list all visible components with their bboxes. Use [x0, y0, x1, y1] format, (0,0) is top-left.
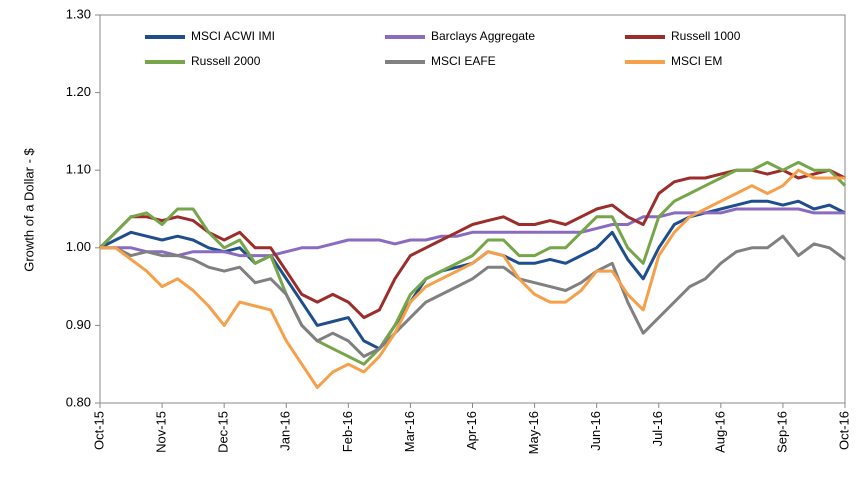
- legend-label: Russell 2000: [191, 54, 261, 68]
- y-tick-label: 1.30: [66, 6, 91, 21]
- series-line: [100, 234, 846, 358]
- series-line: [98, 168, 846, 320]
- legend-label: MSCI ACWI IMI: [191, 29, 275, 43]
- y-tick-label: 0.80: [66, 394, 91, 409]
- series-line: [98, 160, 847, 366]
- y-axis-label: Growth of a Dollar - $: [21, 147, 36, 271]
- legend-label: Russell 1000: [671, 29, 741, 43]
- x-tick-label: Jun-16: [588, 411, 603, 451]
- x-tick-label: May-16: [526, 411, 541, 454]
- y-tick-label: 1.00: [66, 239, 91, 254]
- x-tick-label: Aug-16: [712, 411, 727, 453]
- legend-label: MSCI EM: [671, 54, 722, 68]
- x-tick-label: Jan-16: [278, 411, 293, 451]
- y-tick-label: 1.10: [66, 162, 91, 177]
- series-line: [100, 207, 845, 258]
- x-tick-label: Dec-15: [216, 411, 231, 453]
- series-line: [100, 168, 845, 389]
- legend-label: MSCI EAFE: [431, 54, 496, 68]
- x-tick-label: Feb-16: [340, 411, 355, 452]
- x-tick-label: Oct-16: [836, 411, 851, 450]
- x-tick-label: Mar-16: [402, 411, 417, 452]
- x-tick-label: Oct-15: [91, 411, 106, 450]
- x-tick-label: Nov-15: [154, 411, 169, 453]
- x-tick-label: Jul-16: [650, 411, 665, 446]
- x-tick-label: Sep-16: [774, 411, 789, 453]
- x-tick-label: Apr-16: [464, 411, 479, 450]
- y-tick-label: 1.20: [66, 84, 91, 99]
- legend-label: Barclays Aggregate: [431, 29, 535, 43]
- y-tick-label: 0.90: [66, 317, 91, 332]
